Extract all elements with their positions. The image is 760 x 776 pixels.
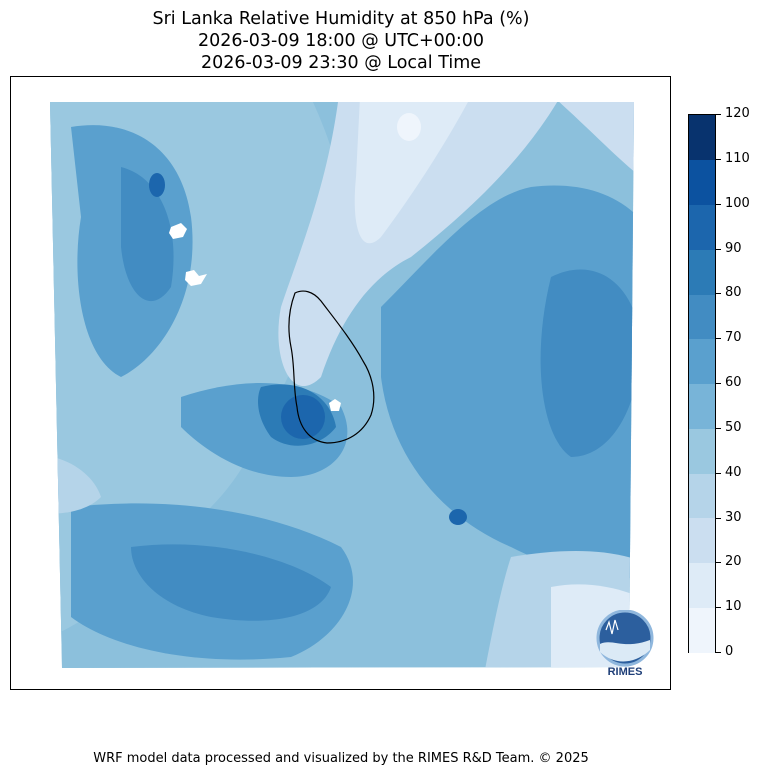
sri-lanka-coastline [288, 290, 375, 444]
colorbar-tick-label: 120 [725, 106, 750, 121]
colorbar-tick [716, 562, 721, 564]
colorbar-bin [689, 159, 715, 205]
colorbar-tick [716, 607, 721, 609]
local-time: 2026-03-09 23:30 @ Local Time [200, 53, 482, 73]
colorbar-tick-label: 0 [725, 644, 734, 659]
colorbar-tick-label: 90 [725, 240, 742, 256]
colorbar-tick-label: 110 [725, 150, 750, 166]
colorbar-tick-label: 60 [725, 375, 742, 390]
colorbar-bin [689, 338, 715, 384]
colorbar-tick [716, 203, 721, 205]
colorbar-tick-label: 80 [725, 285, 742, 301]
colorbar-bin [689, 383, 715, 429]
colorbar-tick-label: 20 [725, 554, 742, 570]
dry-band-central [278, 102, 571, 386]
colorbar-tick [716, 338, 721, 340]
colorbar-tick-label: 100 [725, 195, 750, 211]
colorbar-tick-label: 30 [725, 509, 742, 525]
colorbar-bin [689, 428, 715, 474]
colorbar-bin [689, 115, 715, 161]
colorbar-tick [716, 114, 721, 115]
colorbar-bin [689, 473, 715, 519]
colorbar-bin [689, 249, 715, 295]
footer-credit: WRF model data processed and visualized … [93, 751, 589, 766]
colorbar-bin [689, 294, 715, 340]
colorbar-tick-label: 40 [725, 464, 742, 480]
colorbar-tick [716, 248, 721, 250]
colorbar-tick [716, 158, 721, 160]
utc-time: 2026-03-09 18:00 @ UTC+00:00 [197, 31, 485, 51]
map-panel [10, 76, 671, 690]
colorbar-bin [689, 607, 715, 653]
colorbar-bin [689, 562, 715, 608]
colorbar-tick [716, 427, 721, 429]
logo-text: RIMES [608, 666, 643, 678]
colorbar-bin [689, 204, 715, 250]
colorbar-tick [716, 472, 721, 474]
colorbar-tick-label: 50 [725, 419, 742, 435]
colorbar-tick [716, 383, 721, 384]
colorbar-tick [716, 293, 721, 295]
colorbar-bin [689, 517, 715, 563]
colorbar-tick-label: 10 [725, 599, 742, 615]
humidity-map [50, 102, 634, 668]
colorbar-tick [716, 652, 721, 653]
rimes-logo: RIMES [594, 609, 656, 678]
colorbar-tick [716, 517, 721, 519]
missing-data-patch [169, 223, 187, 239]
map-title: Sri Lanka Relative Humidity at 850 hPa (… [152, 9, 530, 29]
colorbar [688, 114, 716, 653]
colorbar-tick-label: 70 [725, 330, 742, 346]
